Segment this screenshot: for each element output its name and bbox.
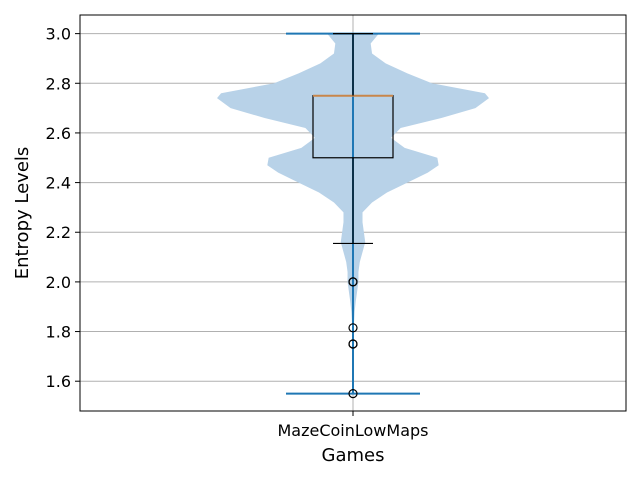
- outlier-layer: [348, 277, 358, 399]
- y-tick-label: 2.6: [46, 124, 71, 143]
- boxplot-layer: [312, 33, 394, 245]
- x-tick-label: MazeCoinLowMaps: [277, 421, 428, 440]
- outlier-point: [348, 339, 358, 349]
- y-tick-label: 2.4: [46, 174, 71, 193]
- x-axis-ticks: MazeCoinLowMaps: [277, 411, 429, 440]
- y-tick-label: 1.8: [46, 323, 71, 342]
- outlier-point: [348, 389, 358, 399]
- x-axis-label: Games: [322, 445, 385, 466]
- outlier-point: [348, 277, 358, 287]
- y-tick-label: 3.0: [46, 25, 71, 44]
- y-axis-label: Entropy Levels: [12, 147, 33, 280]
- y-tick-label: 2.8: [46, 74, 71, 93]
- y-tick-label: 1.6: [46, 372, 71, 391]
- y-tick-label: 2.2: [46, 223, 71, 242]
- y-tick-label: 2.0: [46, 273, 71, 292]
- y-axis-ticks: 1.6 1.8 2.0 2.2 2.4 2.6 2.8 3.0: [46, 25, 80, 391]
- outlier-point: [348, 323, 358, 333]
